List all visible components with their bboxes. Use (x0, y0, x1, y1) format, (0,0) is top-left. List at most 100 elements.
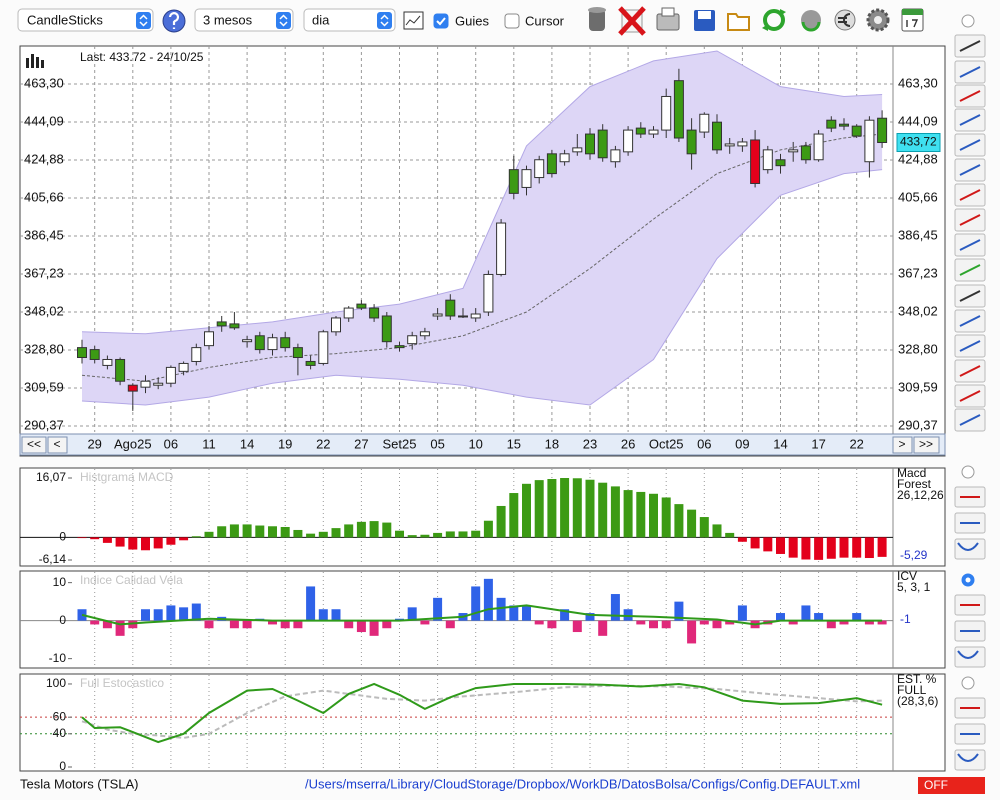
histogram-bar (356, 521, 366, 538)
sidebar (954, 34, 986, 771)
x-tick-label: 11 (202, 436, 216, 451)
histogram-bar (623, 490, 633, 538)
histogram-bar (141, 609, 150, 621)
checkmark (436, 17, 446, 26)
y-tick-label-right: 424,88 (898, 151, 938, 166)
candle-body (115, 358, 126, 382)
histogram-bar (268, 526, 277, 538)
histogram-bar (433, 597, 443, 621)
candle-body (559, 153, 570, 163)
histogram-bar (661, 620, 671, 629)
save-button[interactable] (694, 10, 715, 31)
candle-body (635, 127, 646, 135)
candle-body (699, 113, 710, 133)
histogram-bar (560, 478, 570, 538)
cursor-checkbox[interactable] (504, 13, 520, 29)
plot-area (20, 572, 893, 667)
settings-button[interactable] (866, 8, 890, 32)
histogram-bar (280, 527, 290, 538)
panel-radio[interactable] (961, 676, 975, 690)
bars-icon (26, 54, 44, 68)
candle-body (470, 313, 481, 319)
icv-indicator: 5, 3, 1 (897, 580, 931, 594)
bollinger-band (82, 51, 883, 405)
candle-body (254, 335, 265, 351)
histogram-bar (344, 620, 354, 629)
candle-body (445, 299, 456, 317)
histogram-bar (77, 537, 87, 539)
nav-last[interactable] (913, 436, 940, 454)
candle-body (851, 125, 862, 137)
interval-select-text: dia (312, 12, 330, 27)
calendar-button[interactable] (901, 8, 924, 32)
nav-next[interactable] (892, 436, 913, 454)
sidebar-icon (959, 40, 981, 52)
histogram-bar (344, 524, 354, 538)
bars-icon-bar (31, 54, 34, 68)
histogram-bar (598, 482, 608, 538)
candle-body (381, 315, 392, 343)
histogram-bar (318, 531, 328, 538)
config-path[interactable]: /Users/mserra/Library/CloudStorage/Dropb… (305, 776, 860, 791)
panel-radio[interactable] (961, 465, 975, 479)
open-button[interactable] (727, 13, 750, 31)
currency-button[interactable] (834, 9, 856, 31)
y-tick-label: 309,59 (24, 379, 64, 394)
histogram-bar (572, 620, 582, 633)
chart-icon-button[interactable] (403, 11, 424, 30)
candle-body (432, 313, 443, 317)
delete-button[interactable] (618, 6, 646, 36)
style-select[interactable] (17, 8, 154, 32)
sync-button[interactable] (801, 10, 821, 32)
histogram-bar (306, 586, 316, 621)
candle-body (280, 337, 291, 349)
icv-indicator: ICV (897, 569, 917, 583)
histogram-bar (102, 620, 112, 629)
macd-indicator: Macd (897, 466, 926, 480)
stoch-title: Full Estocastico (80, 676, 164, 690)
candle-body (394, 345, 405, 349)
histogram-bar (217, 526, 227, 538)
nav-first[interactable] (21, 436, 47, 454)
histogram-bar (801, 605, 811, 621)
panel-radio-dot (965, 577, 971, 583)
histogram-bar (864, 620, 874, 625)
range-select[interactable] (194, 8, 294, 32)
panel-button-icon (957, 650, 979, 659)
trash-button[interactable] (588, 7, 606, 31)
cursor-label: Cursor (525, 13, 565, 28)
state-label: OFF (924, 778, 948, 792)
y-tick-label-right: 386,45 (898, 227, 938, 242)
main-radio[interactable] (961, 14, 975, 28)
histogram-bar (737, 605, 747, 621)
state-badge[interactable] (918, 777, 985, 794)
candle-body (724, 143, 735, 147)
x-tick-label: 14 (773, 436, 787, 451)
refresh-button[interactable] (762, 9, 786, 31)
histogram-bar (534, 620, 544, 625)
histogram-bar (636, 620, 646, 625)
nav-prev[interactable] (47, 436, 68, 454)
y-tick-label: 0 (59, 530, 66, 544)
histogram-bar (280, 620, 290, 629)
histogram-bar (585, 613, 595, 621)
candle-body (661, 95, 672, 131)
stoch-indicator: (28,3,6) (897, 694, 938, 708)
histogram-bar (725, 620, 735, 625)
x-tick-label: 09 (735, 436, 749, 451)
histogram-bar (712, 620, 722, 629)
guides-checkbox[interactable] (433, 13, 449, 29)
candle-body (369, 307, 380, 319)
histogram-bar (255, 525, 265, 538)
y-tick-label: 405,66 (24, 189, 64, 204)
icv-last-value: -1 (900, 612, 911, 626)
interval-select[interactable] (303, 8, 396, 32)
delete-icon (618, 6, 646, 36)
y-tick-label: 367,23 (24, 265, 64, 280)
candle-body (140, 380, 151, 388)
candle-body (407, 335, 418, 345)
histogram-bar (699, 517, 709, 538)
candle-body (585, 133, 595, 155)
print-button[interactable] (656, 7, 680, 31)
y-tick-label: 386,45 (24, 227, 64, 242)
